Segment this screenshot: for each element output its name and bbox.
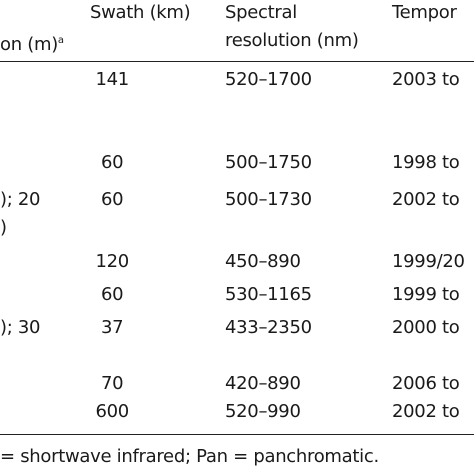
cell-swath: 141 xyxy=(95,69,130,90)
cell-swath: 60 xyxy=(101,284,124,305)
cell-temporal: 2006 to xyxy=(392,373,460,394)
cell-left: ); 30 xyxy=(0,317,41,338)
header-cell: Swath (km) xyxy=(90,2,191,23)
cell-left: ) xyxy=(0,217,7,238)
cell-spectral: 500–1730 xyxy=(225,189,312,210)
cell-spectral: 420–890 xyxy=(225,373,301,394)
footnote-mark: a xyxy=(57,35,64,46)
cell-temporal: 1999 to xyxy=(392,284,460,305)
header-cell: Spectral xyxy=(225,2,297,23)
table-rule xyxy=(0,434,474,435)
cell-spectral: 433–2350 xyxy=(225,317,312,338)
cell-left: ); 20 xyxy=(0,189,41,210)
cell-swath: 37 xyxy=(101,317,124,338)
cell-temporal: 1999/20 xyxy=(392,251,465,272)
cell-temporal: 2002 to xyxy=(392,401,460,422)
cell-spectral: 500–1750 xyxy=(225,152,312,173)
cell-temporal: 2003 to xyxy=(392,69,460,90)
cell-spectral: 520–1700 xyxy=(225,69,312,90)
header-cell: resolution (nm) xyxy=(225,30,359,51)
cell-temporal: 1998 to xyxy=(392,152,460,173)
cell-swath: 60 xyxy=(101,152,124,173)
footnote: = shortwave infrared; Pan = panchromatic… xyxy=(0,446,379,467)
header-cell: on (m)a xyxy=(0,30,64,56)
cell-temporal: 2002 to xyxy=(392,189,460,210)
header-rule xyxy=(0,61,474,62)
cell-temporal: 2000 to xyxy=(392,317,460,338)
cell-swath: 70 xyxy=(101,373,124,394)
cell-spectral: 450–890 xyxy=(225,251,301,272)
cell-swath: 60 xyxy=(101,189,124,210)
cell-spectral: 520–990 xyxy=(225,401,301,422)
header-text: on (m) xyxy=(0,34,58,55)
cell-spectral: 530–1165 xyxy=(225,284,312,305)
header-cell: Tempor xyxy=(392,2,457,23)
cell-swath: 120 xyxy=(95,251,130,272)
cell-swath: 600 xyxy=(95,401,130,422)
